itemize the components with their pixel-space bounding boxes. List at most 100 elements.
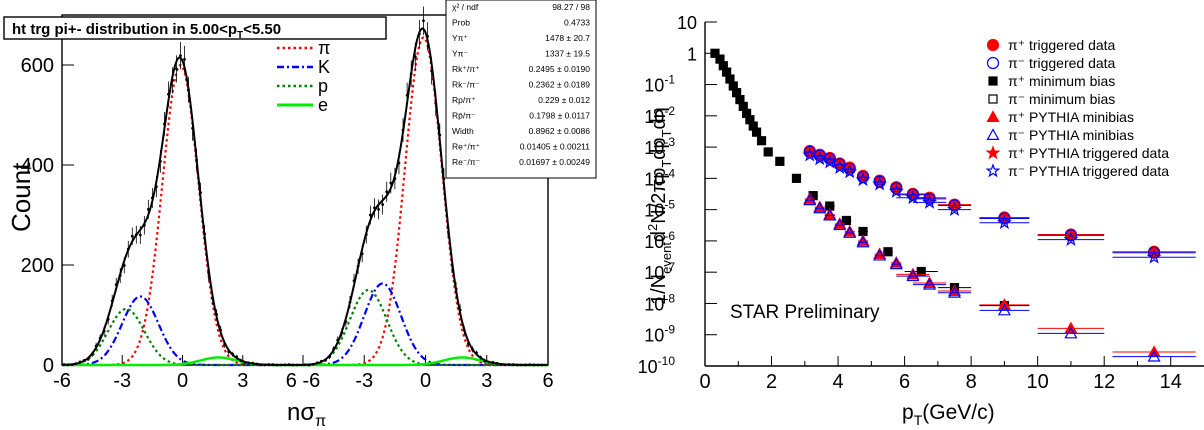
- marker-triangle: [906, 269, 920, 282]
- right-legend-label: π⁻ triggered data: [1008, 55, 1116, 71]
- left-data-point: [417, 32, 421, 36]
- left-ticks: -6 -3 0 3 6 -6 -3 0 3 6 0 200 400 600: [21, 55, 554, 392]
- left-y-tick-label: 200: [21, 255, 54, 277]
- left-x-tick-label: 6 -6: [286, 370, 320, 392]
- left-data-point: [267, 363, 271, 366]
- right-y-tick-label: 10-10: [638, 354, 676, 377]
- stats-label: Yπ⁺: [452, 33, 469, 43]
- left-data-point: [231, 352, 235, 356]
- marker-square: [756, 136, 767, 146]
- left-x-tick-label: 3: [237, 370, 248, 392]
- left-data-point: [377, 207, 380, 211]
- left-data-point: [138, 233, 142, 237]
- left-data-point: [70, 363, 74, 367]
- marker-triangle: [923, 277, 937, 290]
- left-data-point: [385, 190, 389, 194]
- stats-value: 0.2495 ± 0.0190: [529, 64, 591, 74]
- left-data-point: [175, 67, 178, 71]
- marker-star: [802, 147, 818, 162]
- left-data-point: [511, 363, 515, 366]
- left-y-tick-label: 400: [21, 155, 54, 177]
- stats-label: Rp̄/π⁻: [452, 111, 476, 121]
- left-fit-p-panel2: [302, 288, 548, 367]
- left-data-point: [360, 252, 364, 256]
- marker-square: [988, 94, 998, 104]
- left-data-point: [255, 362, 259, 366]
- left-data-point: [66, 363, 70, 367]
- marker-triangle: [856, 235, 870, 248]
- marker-star: [888, 183, 904, 198]
- left-data-point: [199, 191, 202, 194]
- left-data-point: [438, 133, 442, 137]
- left-data-point: [393, 177, 397, 180]
- left-data-point: [479, 356, 483, 359]
- left-data-point: [487, 360, 491, 364]
- left-data-point: [263, 363, 267, 367]
- left-data-point: [356, 264, 360, 268]
- left-data-point: [90, 352, 94, 356]
- stats-label: Rk⁻/π⁻: [452, 80, 480, 90]
- right-y-tick-label: 10-7: [644, 260, 675, 283]
- left-data-point: [271, 363, 275, 367]
- left-data-point: [118, 274, 122, 277]
- right-legend-label: π⁻ PYTHIA triggered data: [1008, 163, 1169, 179]
- left-data-point: [179, 54, 182, 57]
- marker-circle: [1147, 246, 1161, 259]
- right-legend-label: π⁺ minimum bias: [1008, 73, 1115, 89]
- left-curves: [61, 27, 548, 367]
- left-data-point: [319, 359, 323, 363]
- marker-square: [751, 127, 762, 137]
- left-data-point: [336, 338, 340, 342]
- left-data-point: [303, 363, 307, 367]
- left-title: ht trg pi+- distribution in 5.00<pT<5.50: [12, 21, 281, 41]
- left-data-point: [446, 226, 450, 230]
- left-data-point: [524, 363, 527, 367]
- left-data-point: [454, 287, 458, 291]
- left-data-point: [483, 359, 487, 363]
- right-y-tick-label: 1: [687, 44, 697, 64]
- left-x-tick-label: -3: [113, 370, 131, 392]
- left-data-point: [167, 92, 170, 96]
- left-data-point: [466, 342, 470, 346]
- left-data-point: [134, 233, 138, 237]
- left-data-point: [94, 344, 98, 348]
- marker-star: [812, 151, 828, 166]
- left-data-point: [422, 19, 425, 23]
- left-data-point: [315, 361, 319, 365]
- left-legend-label: π: [318, 38, 330, 58]
- left-data-point: [243, 361, 247, 365]
- left-data-point: [499, 363, 503, 366]
- right-y-tick-label: 10-4: [644, 166, 675, 189]
- left-data-point: [62, 363, 66, 366]
- left-panel: -6 -3 0 3 6 -6 -3 0 3 6 0 200 400 600 ht trg pi+- di…: [3, 0, 597, 430]
- left-data-point: [389, 181, 393, 185]
- marker-star: [996, 214, 1012, 230]
- marker-star: [985, 163, 1001, 178]
- stats-label: Prob: [452, 18, 470, 28]
- marker-star: [872, 176, 888, 191]
- right-x-tick-label: 10: [1027, 371, 1049, 393]
- left-data-point: [251, 361, 255, 365]
- marker-star: [855, 171, 871, 187]
- right-legend-label: π⁻ PYTHIA minibias: [1008, 127, 1134, 143]
- left-data-point: [373, 206, 376, 210]
- stats-label: Re⁻/π⁻: [452, 157, 481, 167]
- left-legend-label: K: [318, 57, 330, 77]
- left-data-point: [491, 360, 495, 364]
- left-data-point: [239, 359, 243, 362]
- left-title-box: [3, 16, 387, 40]
- marker-star: [922, 194, 937, 209]
- left-data-point: [146, 207, 150, 211]
- stats-label: χ² / ndf: [452, 2, 479, 12]
- left-ylabel: Count: [6, 162, 36, 232]
- right-ticks: 0 2 4 6 8 10 12 14 10-10 10-9 10-8 10-7 10-6 10-5 10-4…: [638, 13, 1182, 393]
- marker-star: [985, 145, 1001, 160]
- left-data-point: [471, 347, 474, 351]
- left-data-point: [536, 363, 540, 367]
- marker-triangle: [1147, 349, 1161, 362]
- left-data-point: [462, 328, 466, 332]
- left-data-point: [279, 363, 283, 367]
- marker-triangle: [843, 226, 857, 238]
- left-data-point: [102, 329, 106, 333]
